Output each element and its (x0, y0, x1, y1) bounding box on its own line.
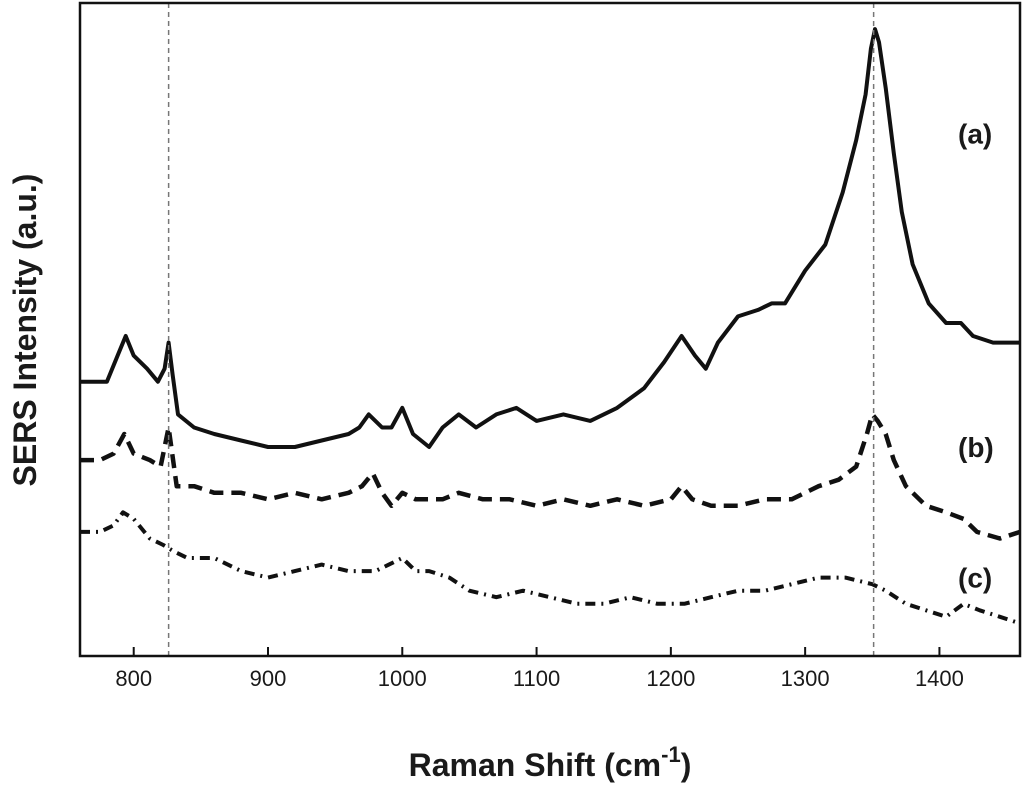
x-tick-label-1100: 1100 (513, 666, 560, 691)
series-labels: (a) (b) (c) (958, 119, 994, 594)
x-tick-label-1200: 1200 (646, 666, 695, 691)
y-axis-title: SERS Intensity (a.u.) (7, 174, 43, 487)
series-line-1 (80, 27, 1020, 449)
x-tick-label-900: 900 (250, 666, 287, 691)
x-tick-label-1000: 1000 (378, 666, 427, 691)
series-label-3: (c) (958, 563, 992, 594)
x-tick-label-800: 800 (115, 666, 152, 691)
series-label-1: (a) (958, 119, 992, 150)
series-label-2: (b) (958, 432, 994, 463)
x-axis-ticks: 800 900 1000 1100 1200 1300 1400 (115, 647, 964, 691)
reference-lines (167, 3, 875, 656)
series-line-2 (80, 412, 1021, 541)
series-line-3 (80, 510, 1021, 626)
x-tick-label-1400: 1400 (915, 666, 964, 691)
x-tick-label-1300: 1300 (781, 666, 830, 691)
x-axis-title: Raman Shift (cm-1) (409, 742, 692, 783)
plot-frame (78, 1, 1022, 658)
series-lines (80, 27, 1021, 626)
